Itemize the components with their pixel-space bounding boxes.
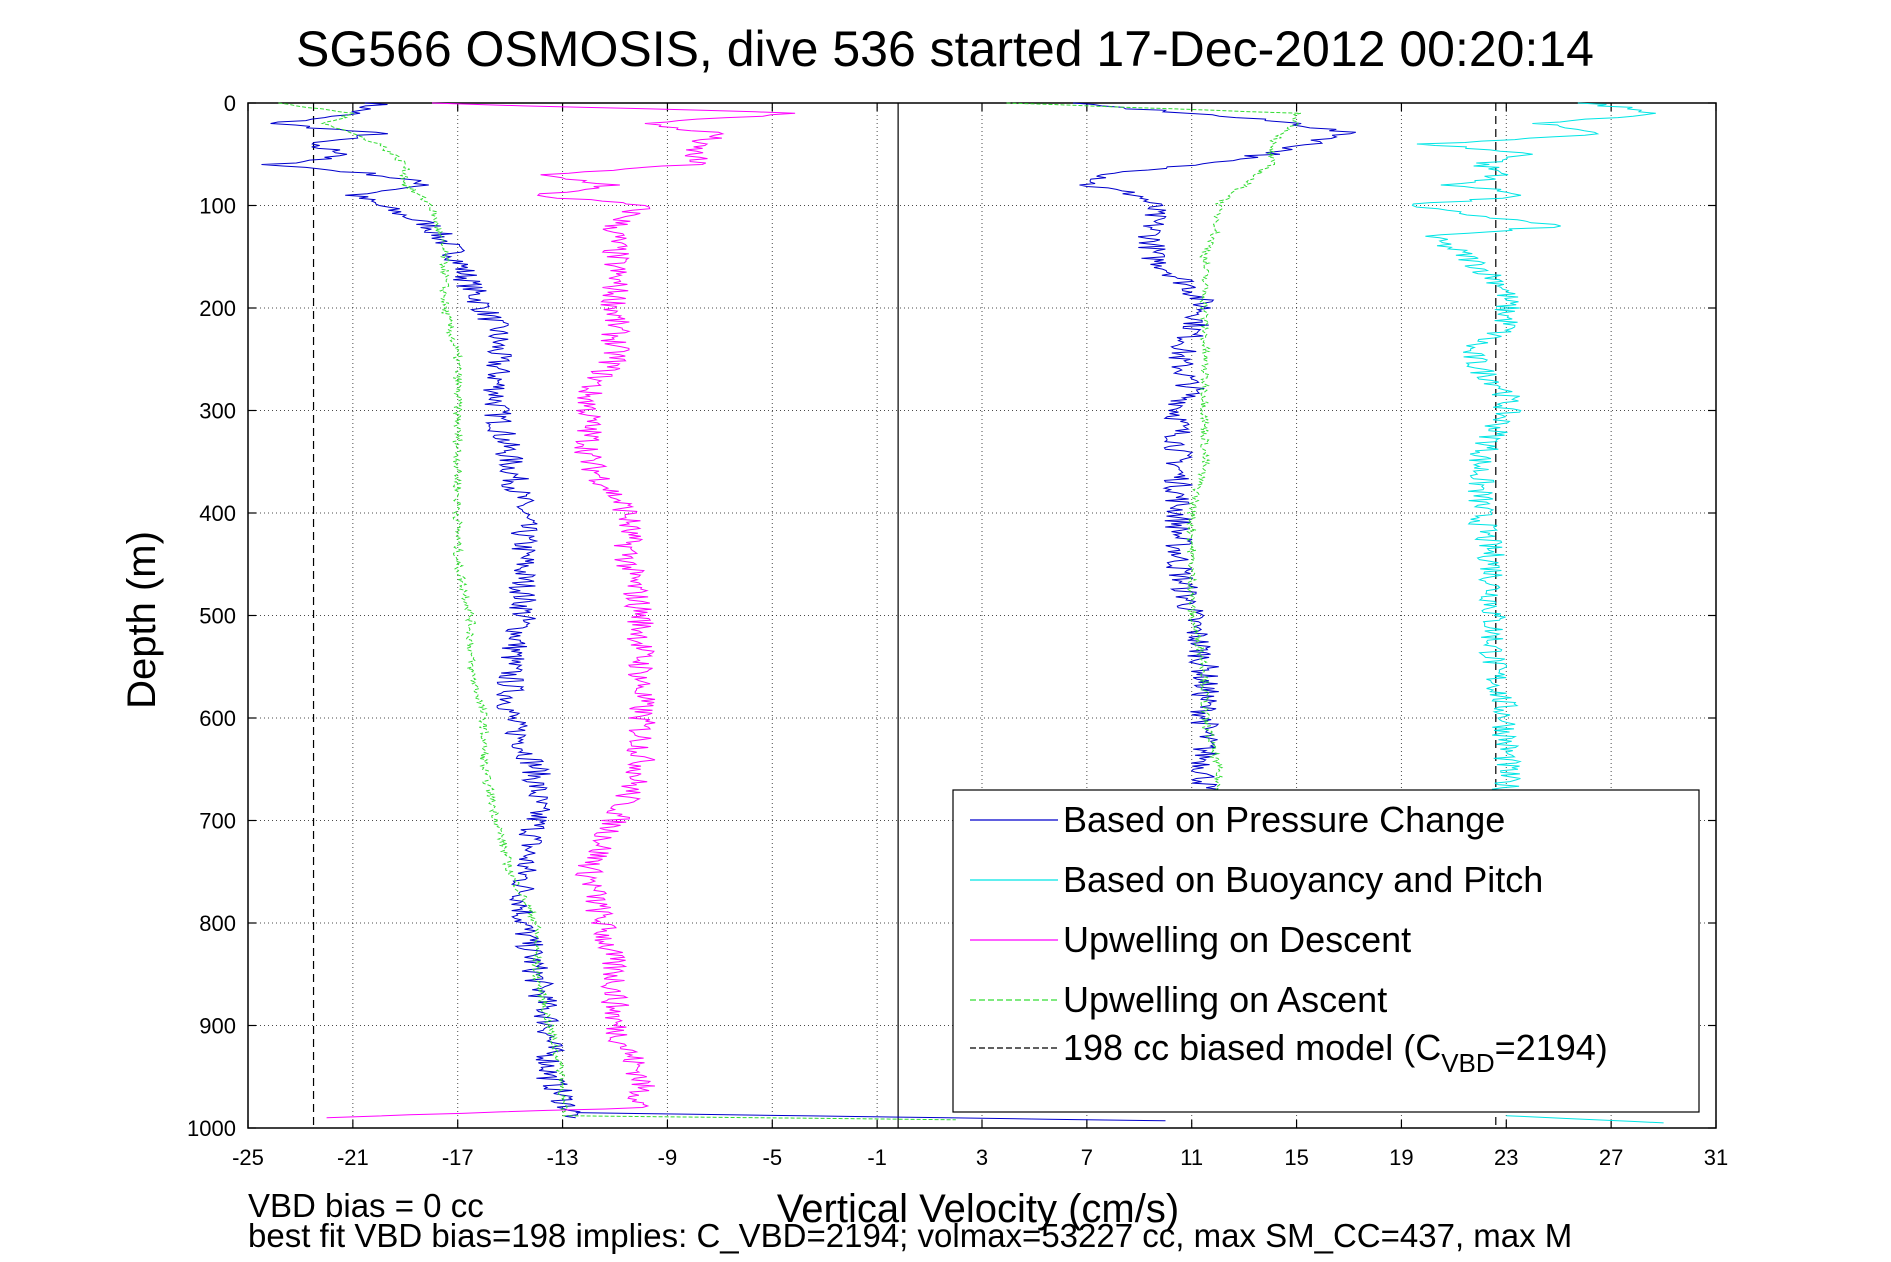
x-tick-label: 19 [1389, 1145, 1413, 1170]
x-axis-label: Vertical Velocity (cm/s) [777, 1187, 1179, 1231]
x-tick-label: 11 [1180, 1145, 1203, 1170]
y-tick-label: 100 [199, 194, 236, 219]
series-line [278, 102, 568, 1114]
x-tick-label: 23 [1494, 1145, 1518, 1170]
plot-area: -25 -21 -17 -13 -9 -5 -1 3 7 11 15 19 23 27 3101002003… [187, 91, 1728, 1170]
y-tick-label: 800 [199, 911, 236, 936]
y-tick-label: 300 [199, 399, 236, 424]
legend-box [952, 789, 1700, 1113]
x-tick-label: -1 [867, 1145, 887, 1170]
chart-title: SG566 OSMOSIS, dive 536 started 17-Dec-2… [296, 21, 1594, 77]
series-line [1506, 1115, 1664, 1124]
y-tick-label: 0 [224, 91, 236, 116]
x-tick-label: -13 [547, 1145, 579, 1170]
y-tick-label: 200 [199, 296, 236, 321]
y-tick-label: 700 [199, 809, 236, 834]
footnote-line-1: VBD bias = 0 cc [248, 1187, 484, 1224]
legend: Based on Pressure Change Based on Buoyanc… [952, 789, 1700, 1113]
legend-label: Upwelling on Ascent [1063, 979, 1387, 1020]
legend-label: Based on Buoyancy and Pitch [1063, 859, 1543, 900]
x-tick-label: -5 [763, 1145, 783, 1170]
series-line [575, 1112, 1166, 1122]
legend-label: 198 cc biased model (CVBD=2194) [1063, 1027, 1608, 1078]
series-line [326, 102, 796, 1119]
x-tick-label: 7 [1081, 1145, 1093, 1170]
x-tick-label: 27 [1599, 1145, 1623, 1170]
legend-label: Upwelling on Descent [1063, 919, 1411, 960]
y-axis-label: Depth (m) [120, 531, 164, 709]
x-tick-label: -21 [337, 1145, 369, 1170]
x-tick-label: -9 [658, 1145, 678, 1170]
x-tick-label: 3 [976, 1145, 988, 1170]
series-line [261, 102, 581, 1119]
y-tick-label: 400 [199, 501, 236, 526]
x-tick-label: -17 [442, 1145, 474, 1170]
x-tick-label: 15 [1284, 1145, 1308, 1170]
legend-label: Based on Pressure Change [1063, 799, 1505, 840]
series-line [562, 1115, 956, 1121]
series-line [1073, 102, 1356, 801]
x-tick-label: 31 [1704, 1145, 1728, 1170]
y-tick-label: 600 [199, 706, 236, 731]
y-tick-label: 500 [199, 604, 236, 629]
x-tick-label: -25 [232, 1145, 264, 1170]
y-tick-label: 900 [199, 1014, 236, 1039]
series-line [1006, 102, 1302, 801]
y-tick-label: 1000 [187, 1116, 236, 1141]
footnote-line-2: best fit VBD bias=198 implies: C_VBD=219… [248, 1217, 1572, 1254]
series-line [1411, 102, 1656, 801]
